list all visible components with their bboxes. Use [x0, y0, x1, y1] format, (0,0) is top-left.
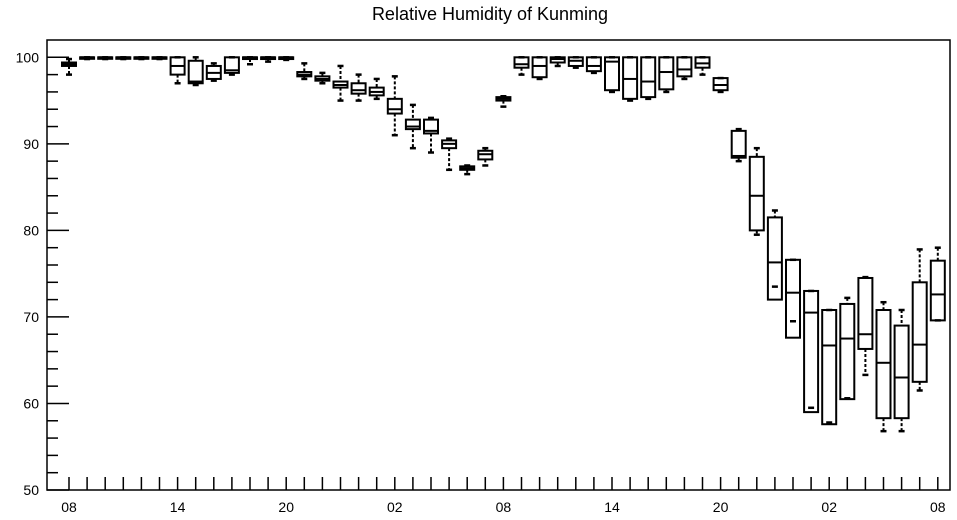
box-series	[61, 56, 946, 433]
box-item	[911, 248, 928, 392]
box-item	[857, 275, 874, 377]
x-tick-label: 02	[821, 499, 837, 515]
box-item	[441, 137, 458, 172]
box-item	[821, 308, 838, 426]
iqr-box	[730, 129, 747, 159]
box-item	[658, 56, 675, 94]
box-item	[748, 146, 765, 236]
plot-frame	[46, 39, 951, 491]
x-tick-label: 02	[387, 499, 403, 515]
y-tick-label: 50	[23, 482, 39, 498]
iqr-box	[513, 56, 530, 69]
box-item	[386, 75, 403, 137]
y-tick-label: 60	[23, 395, 39, 411]
x-tick-label: 08	[61, 499, 77, 515]
box-item	[785, 258, 801, 339]
y-tick-label: 70	[23, 309, 39, 325]
box-item	[459, 164, 476, 176]
x-tick-label: 20	[278, 499, 294, 515]
box-item	[531, 56, 548, 81]
box-item	[567, 56, 584, 69]
box-item	[893, 308, 910, 433]
box-item	[477, 146, 494, 167]
box-item	[549, 56, 566, 68]
iqr-box	[187, 59, 204, 85]
box-item	[423, 116, 439, 154]
box-item	[350, 73, 367, 102]
y-tick-label: 90	[23, 136, 39, 152]
box-item	[368, 77, 385, 101]
box-item	[278, 56, 295, 62]
box-item	[585, 56, 602, 75]
x-tick-label: 14	[604, 499, 620, 515]
y-tick-label: 100	[16, 49, 40, 65]
box-item	[929, 246, 946, 322]
box-item	[260, 56, 277, 63]
y-axis: 50 60 70 80 90 100	[16, 49, 69, 498]
x-axis: 08 14 20 02 08 14 20 02 08	[61, 477, 946, 515]
iqr-box	[785, 258, 801, 339]
box-item	[513, 56, 530, 76]
iqr-box	[857, 276, 874, 350]
y-tick-label: 80	[23, 222, 39, 238]
box-item	[495, 95, 512, 108]
x-tick-label: 14	[170, 499, 186, 515]
iqr-box	[929, 259, 946, 322]
box-item	[169, 56, 186, 85]
iqr-box	[911, 281, 928, 383]
iqr-box	[658, 56, 675, 91]
box-item	[730, 127, 747, 163]
iqr-box	[875, 309, 892, 420]
box-item	[694, 56, 711, 76]
chart-title: Relative Humidity of Kunming	[372, 4, 608, 24]
box-item	[223, 56, 240, 76]
box-item	[133, 56, 150, 61]
x-tick-label: 08	[496, 499, 512, 515]
iqr-box	[893, 324, 910, 420]
x-tick-label: 20	[713, 499, 729, 515]
box-item	[61, 57, 77, 76]
box-item	[115, 56, 132, 61]
box-item	[803, 289, 820, 414]
iqr-box	[531, 56, 548, 79]
iqr-box	[585, 56, 602, 73]
iqr-box	[676, 56, 693, 78]
box-item	[332, 64, 349, 102]
box-item	[97, 56, 114, 61]
box-item	[151, 56, 168, 61]
box-item	[640, 56, 657, 101]
box-item	[766, 209, 783, 301]
iqr-box	[404, 118, 421, 131]
box-item	[242, 56, 258, 66]
x-tick-label: 08	[930, 499, 946, 515]
iqr-box	[839, 302, 856, 401]
iqr-box	[821, 309, 838, 426]
box-item	[404, 103, 421, 150]
box-item	[839, 296, 856, 401]
box-item	[79, 56, 96, 61]
box-item	[314, 71, 331, 85]
box-item	[296, 62, 313, 81]
iqr-box	[640, 56, 657, 99]
box-item	[712, 76, 729, 94]
box-item	[676, 56, 693, 81]
iqr-box	[386, 97, 403, 115]
box-item	[622, 56, 639, 102]
box-item	[875, 300, 892, 433]
box-item	[205, 62, 222, 82]
iqr-box	[803, 289, 820, 414]
iqr-box	[748, 155, 765, 232]
iqr-box	[766, 216, 783, 301]
iqr-box	[350, 82, 367, 95]
box-item	[604, 56, 620, 94]
box-item	[187, 56, 204, 87]
